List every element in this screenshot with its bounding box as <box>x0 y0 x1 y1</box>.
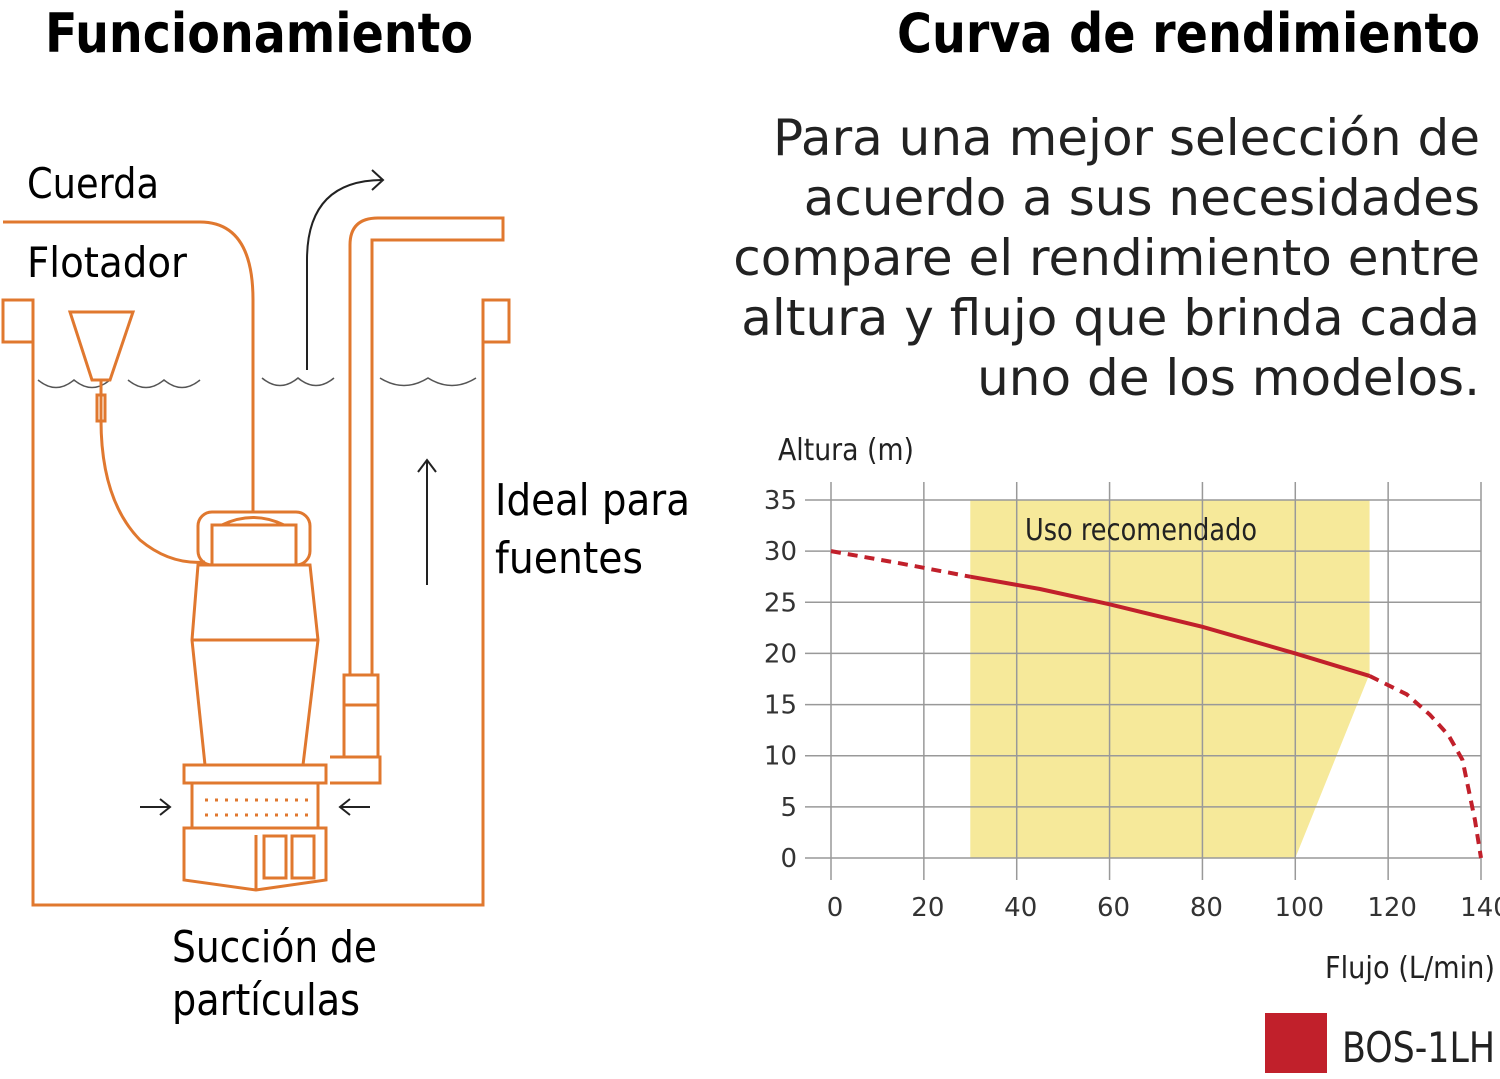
line <box>1368 674 1483 859</box>
y-tick-label: 10 <box>764 742 797 772</box>
y-tick-label: 5 <box>780 793 797 823</box>
recommended-region <box>970 500 1370 858</box>
region-label: Uso recomendado <box>1025 513 1257 548</box>
intro-line: altura y flujo que brinda cada <box>741 289 1480 347</box>
diagram-title: Funcionamiento <box>45 2 473 65</box>
line <box>830 549 971 579</box>
y-tick-label: 0 <box>780 844 797 874</box>
legend-label: BOS-1LH <box>1342 1023 1495 1072</box>
x-tick-label: 80 <box>1190 893 1223 923</box>
intro-line: acuerdo a sus necesidades <box>804 169 1480 227</box>
label: Succión de <box>172 922 377 973</box>
y-tick-label: 20 <box>764 639 797 669</box>
chart-title: Curva de rendimiento <box>897 2 1480 65</box>
y-tick-label: 35 <box>764 486 797 516</box>
intro-line: Para una mejor selección de <box>773 109 1480 167</box>
x-tick-label: 120 <box>1367 893 1417 923</box>
label: Ideal para <box>495 475 690 526</box>
intro-line: uno de los modelos. <box>977 349 1480 407</box>
y-tick-label: 25 <box>764 588 797 618</box>
chart: 0 5 10 15 20 25 30 35 0 20 40 60 80 100 120 140 Uso reco… <box>764 433 1500 1073</box>
legend-swatch <box>1265 1013 1327 1073</box>
x-tick-label: 40 <box>1004 893 1037 923</box>
x-tick-label: 0 <box>827 893 844 923</box>
x-tick-label: 100 <box>1274 893 1324 923</box>
x-tick-label: 140 <box>1460 893 1500 923</box>
label: fuentes <box>495 533 643 584</box>
y-tick-label: 15 <box>764 691 797 721</box>
intro-line: compare el rendimiento entre <box>733 229 1480 287</box>
label: partículas <box>172 975 360 1026</box>
y-axis-title: Altura (m) <box>778 433 914 468</box>
label: Flotador <box>27 238 188 287</box>
x-axis-title: Flujo (L/min) <box>1325 951 1495 986</box>
pump-diagram <box>1 169 511 907</box>
label: Cuerda <box>27 159 159 208</box>
y-tick-label: 30 <box>764 537 797 567</box>
x-tick-label: 20 <box>911 893 944 923</box>
line <box>969 574 1371 678</box>
x-tick-label: 60 <box>1097 893 1130 923</box>
